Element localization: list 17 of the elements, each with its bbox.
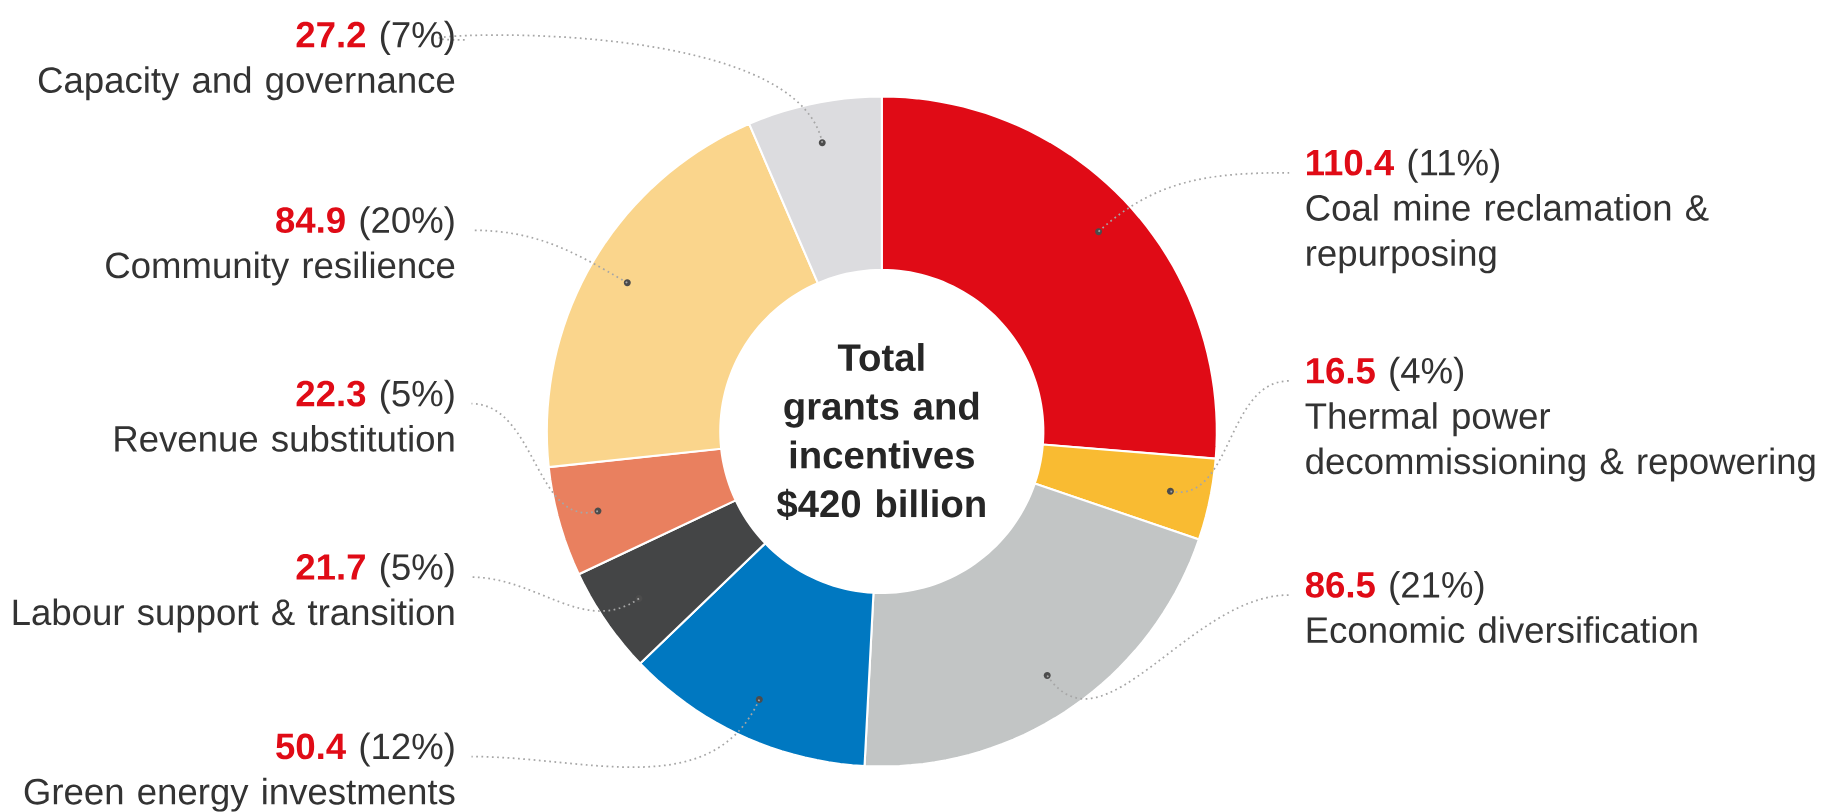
slice-label: Revenue substitution [115,424,454,452]
data-label: 16.5 (4%) [1307,356,1464,391]
text: Total grants and incentives $420 billion [776,343,985,520]
data-label: 50.4 (12%) [276,732,454,767]
data-label: 21.7 (5%) [296,553,454,588]
slice-label: Coal mine reclamation & repurposing [1306,194,1709,274]
data-label: 110.4 (11%) [1307,148,1499,183]
data-label: 22.3 (5%) [296,379,454,414]
slice-label: Capacity and governance [38,66,455,101]
slice-label: Labour support & transition [13,598,454,633]
data-label: 27.2 (7%) [296,20,454,56]
data-label: 84.9 (20%) [276,206,454,241]
slice-label: Economic diversification [1307,616,1697,644]
slice-label: Thermal power decommissioning & repowering [1305,402,1815,482]
slice-label: Green energy investments [24,777,455,812]
slice-label: Community resilience [106,251,455,286]
data-label: 86.5 (21%) [1305,571,1484,606]
